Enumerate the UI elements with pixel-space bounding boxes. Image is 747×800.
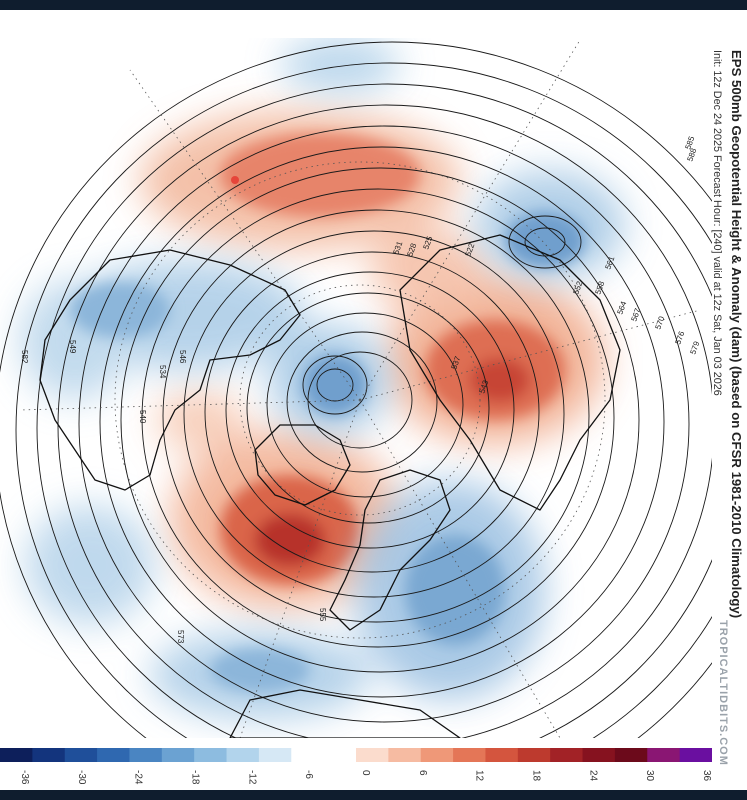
- location-marker: [231, 176, 239, 184]
- contour-label: 549: [68, 340, 77, 354]
- colorbar-swatch: [679, 748, 712, 762]
- contour-label: 537: [449, 355, 462, 371]
- contour-label: 543: [477, 379, 490, 395]
- contour-label: 561: [603, 255, 616, 271]
- colorbar-swatch: [420, 748, 454, 762]
- colorbar-swatch: [323, 748, 357, 762]
- colorbar-swatch: [356, 748, 389, 762]
- colorbar-swatch: [647, 748, 681, 762]
- colorbar-tick-label: -6: [303, 770, 314, 779]
- colorbar-tick-label: 12: [474, 770, 485, 782]
- contour-label: 531: [391, 240, 404, 256]
- contour-label: 534: [158, 365, 167, 379]
- colorbar-swatch: [550, 748, 584, 762]
- contour-label: 522: [463, 242, 476, 258]
- colorbar-tick-label: 24: [587, 770, 598, 782]
- colorbar-swatches: [0, 748, 712, 762]
- colorbar-tick-label: 6: [417, 770, 428, 776]
- contour-label: 573: [176, 630, 185, 644]
- contour-label: 576: [673, 330, 686, 346]
- colorbar-swatch: [129, 748, 163, 762]
- map-title: EPS 500mb Geopotential Height & Anomaly …: [729, 50, 744, 619]
- colorbar-tick-label: -18: [190, 770, 201, 785]
- colorbar-tick-label: 0: [360, 770, 371, 776]
- colorbar-tick-label: 36: [701, 770, 712, 782]
- colorbar-swatch: [453, 748, 487, 762]
- contour-label: 582: [20, 350, 29, 364]
- colorbar-swatch: [485, 748, 519, 762]
- brand-watermark: TROPICALTIDBITS.COM: [717, 620, 729, 766]
- colorbar-swatch: [226, 748, 260, 762]
- contour-labels: 522 525 528 531 537 543 546 552 558 561 …: [20, 135, 702, 644]
- colorbar-swatch: [161, 748, 195, 762]
- contour-label: 525: [421, 235, 434, 251]
- colorbar-swatch: [582, 748, 616, 762]
- colorbar-swatch: [388, 748, 422, 762]
- colorbar-swatch: [32, 748, 66, 762]
- colorbar-ticks: -36 -30 -24 -18 -12 -6 0 6 12 18 24 30 36: [19, 770, 712, 785]
- contour-label: 546: [178, 350, 187, 364]
- colorbar-tick-label: -12: [246, 770, 257, 785]
- contour-label: 555: [318, 608, 327, 622]
- map-subtitle: Init: 12z Dec 24 2025 Forecast Hour: [24…: [711, 50, 723, 396]
- contour-label: 570: [653, 315, 666, 331]
- map-frame: 522 525 528 531 537 543 546 552 558 561 …: [0, 10, 747, 790]
- colorbar-tick-label: -30: [76, 770, 87, 785]
- graticule: [19, 39, 701, 738]
- coastlines: [39, 234, 621, 738]
- height-contours: [0, 41, 712, 738]
- contour-label: 558: [593, 280, 606, 296]
- colorbar-swatch: [291, 748, 325, 762]
- contour-label: 528: [405, 242, 418, 258]
- colorbar-swatch: [0, 748, 33, 762]
- map-plot: 522 525 528 531 537 543 546 552 558 561 …: [0, 38, 712, 738]
- colorbar-swatch: [194, 748, 228, 762]
- colorbar-tick-label: -24: [133, 770, 144, 785]
- colorbar-tick-label: -36: [19, 770, 30, 785]
- colorbar-swatch: [64, 748, 98, 762]
- contour-label: 540: [138, 410, 147, 424]
- contour-label: 579: [688, 340, 701, 356]
- colorbar-tick-label: 18: [531, 770, 542, 782]
- contour-label: 567: [629, 307, 642, 323]
- colorbar-swatch: [517, 748, 551, 762]
- colorbar-tick-label: 30: [644, 770, 655, 782]
- anomaly-shading: [20, 38, 625, 720]
- contour-label: 564: [615, 300, 628, 316]
- contour-label: 585: [683, 135, 696, 151]
- contour-label: 552: [571, 280, 584, 296]
- colorbar-swatch: [97, 748, 131, 762]
- colorbar-swatch: [614, 748, 648, 762]
- colorbar-swatch: [258, 748, 292, 762]
- colorbar: -36 -30 -24 -18 -12 -6 0 6 12 18 24 30 36: [0, 748, 712, 785]
- contour-label: 588: [685, 147, 698, 163]
